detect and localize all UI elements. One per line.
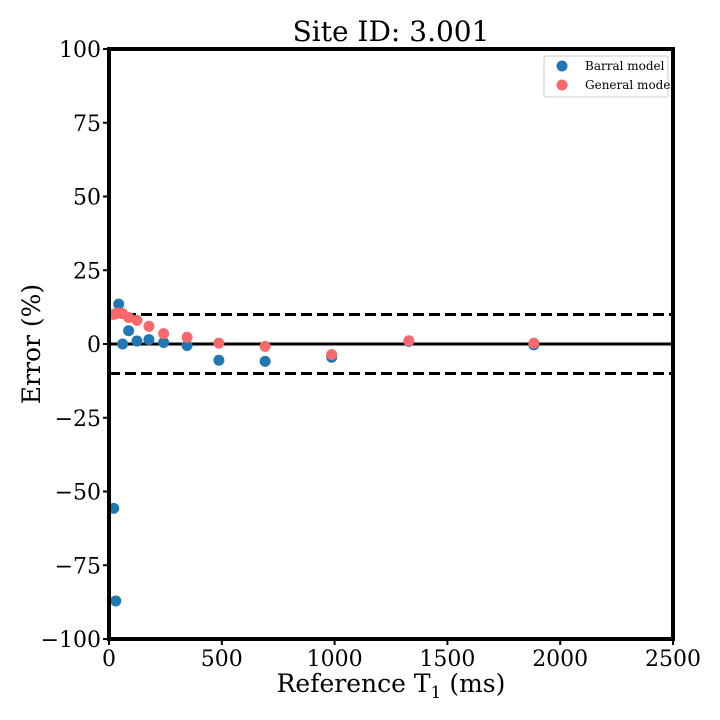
barral-model-point: [158, 337, 170, 349]
x-tick-label: 0: [102, 647, 116, 672]
y-tick-label: 50: [73, 186, 101, 211]
y-tick-label: −75: [55, 554, 101, 579]
data-points: [108, 298, 540, 607]
barral-model-point: [181, 339, 193, 351]
general-model-point: [528, 337, 540, 349]
y-tick-label: 100: [59, 38, 101, 63]
y-tick-label: −50: [55, 481, 101, 506]
y-axis-ticks: 100 75 50 25 0 −25 −50 −75 −100: [41, 38, 109, 653]
x-tick-label: 500: [201, 647, 243, 672]
barral-model-point: [117, 338, 129, 350]
x-axis-ticks: 0 500 1000 1500 2000 2500: [102, 639, 701, 672]
y-tick-label: −100: [41, 628, 101, 653]
general-model-legend-label: General model: [585, 78, 674, 92]
x-axis-label: Reference T1 (ms): [277, 669, 506, 703]
x-axis-label-subscript: 1: [431, 683, 442, 703]
general-model-point: [213, 337, 225, 349]
x-tick-label: 1000: [307, 647, 363, 672]
barral-model-point: [259, 355, 271, 367]
y-tick-label: −25: [55, 407, 101, 432]
general-model-point: [403, 335, 415, 347]
general-model-point: [158, 328, 170, 340]
x-axis-label-main: Reference T: [277, 669, 431, 698]
barral-model-point: [213, 354, 225, 366]
general-model-point: [143, 320, 155, 332]
x-tick-label: 2500: [645, 647, 701, 672]
x-tick-label: 2000: [532, 647, 588, 672]
reference-lines: [109, 313, 673, 375]
general-model-point: [181, 331, 193, 343]
barral-model-legend-label: Barral model: [585, 59, 665, 73]
general-model-point: [326, 349, 338, 361]
barral-model-point: [131, 335, 143, 347]
barral-model-point: [113, 298, 125, 310]
general-model-point: [259, 340, 271, 352]
general-model-point: [131, 314, 143, 326]
y-tick-label: 25: [73, 259, 101, 284]
legend: Barral model General model: [543, 55, 674, 98]
legend-box: [543, 55, 669, 98]
general-model-legend-marker: [556, 79, 568, 91]
x-axis-label-suffix: (ms): [441, 669, 505, 698]
general-model-point: [123, 311, 135, 323]
y-tick-label: 75: [73, 112, 101, 137]
barral-model-point: [123, 325, 135, 337]
chart-title: Site ID: 3.001: [293, 15, 490, 48]
barral-model-point: [110, 595, 122, 607]
barral-model-point: [143, 334, 155, 346]
y-tick-label: 0: [87, 333, 101, 358]
x-tick-label: 1500: [419, 647, 475, 672]
y-axis-label: Error (%): [17, 284, 46, 404]
barral-model-legend-marker: [556, 60, 568, 72]
